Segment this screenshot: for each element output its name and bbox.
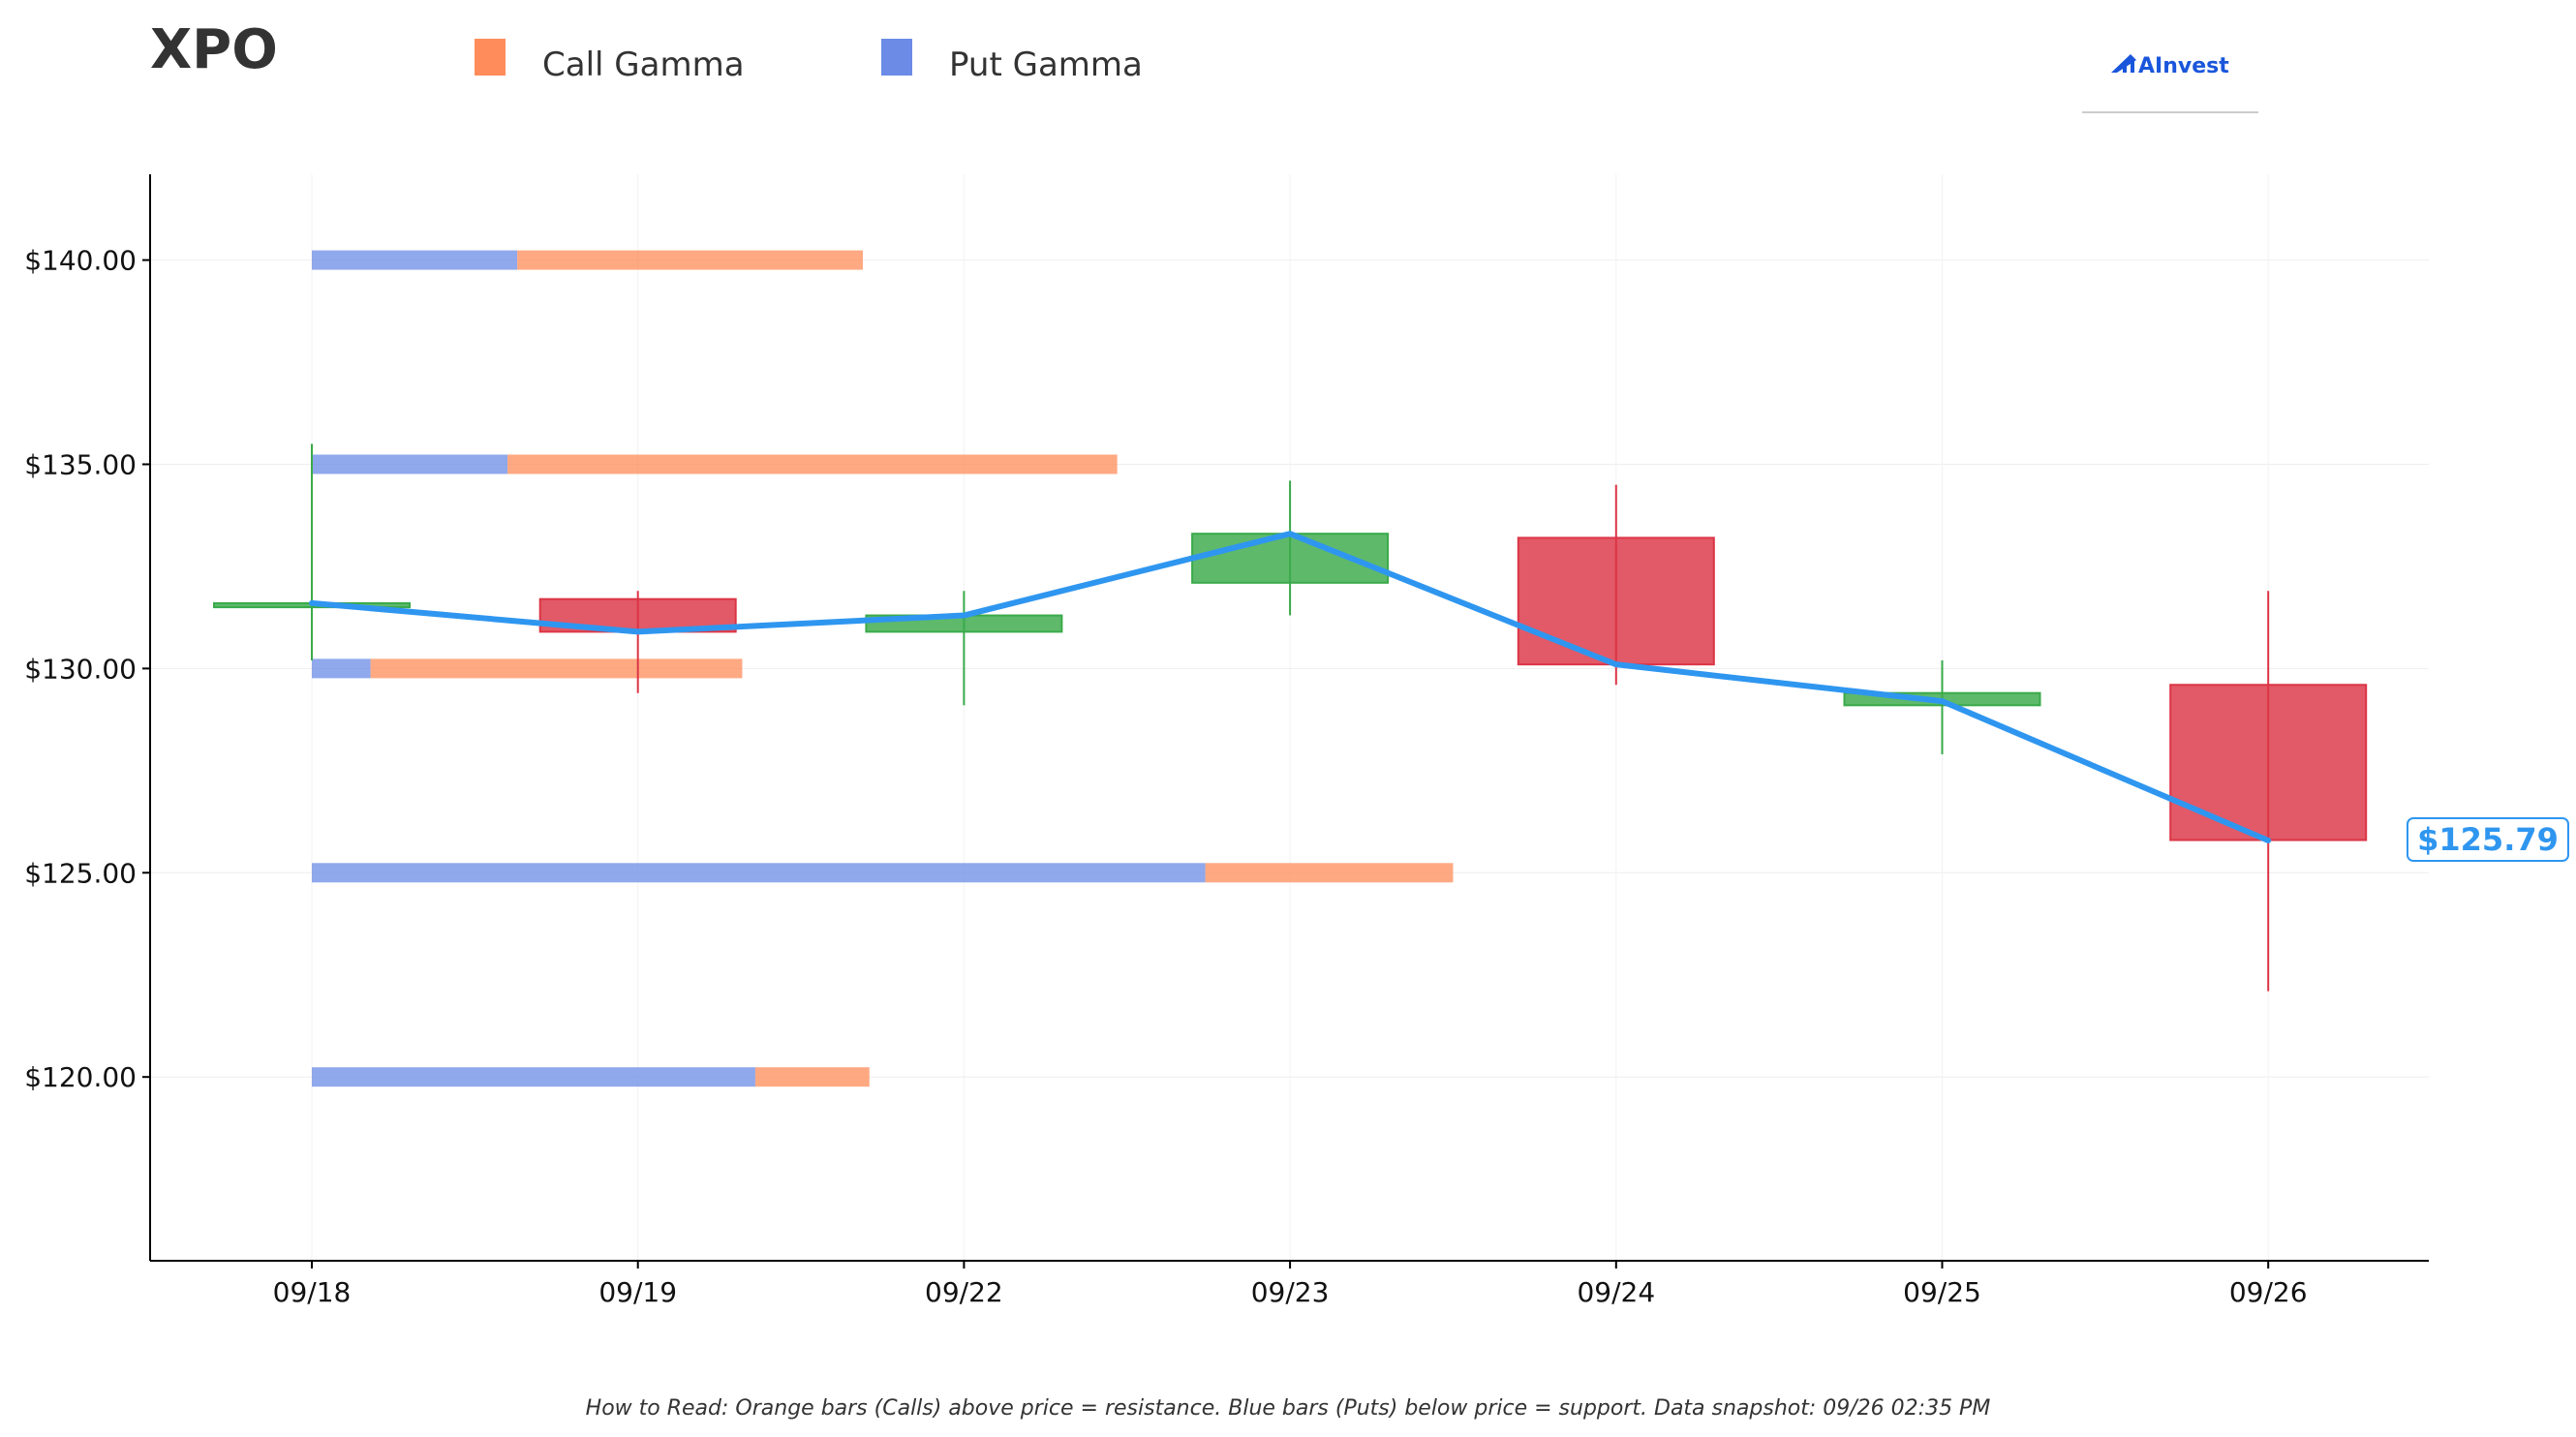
legend: Call Gamma Put Gamma [475,39,1143,84]
gridlines [150,174,2429,1261]
call-gamma-bar [370,658,743,679]
ainvest-logo-icon [2111,54,2136,73]
x-tick-label: 09/19 [598,1276,677,1308]
put-gamma-bar [312,658,371,679]
candle-body [1517,536,1715,666]
ticker-title: XPO [150,18,278,81]
candle-body [2169,684,2368,841]
x-tick-label: 09/24 [1577,1276,1655,1308]
y-tick-label: $135.00 [24,448,137,480]
brand-name: AInvest [2138,54,2229,78]
y-tick-label: $130.00 [24,653,137,685]
x-tick-label: 09/18 [273,1276,352,1308]
call-gamma-bar [754,1067,870,1087]
x-tick-label: 09/26 [2229,1276,2308,1308]
brand-logo: AInvest [2082,54,2258,113]
put-gamma-bar [312,250,518,270]
footnote: How to Read: Orange bars (Calls) above p… [586,1396,1991,1421]
put-gamma-bar [312,1067,755,1087]
put-gamma-swatch [881,39,912,76]
price-line [309,531,2272,843]
current-price-tag: $125.79 [2407,817,2569,862]
call-gamma-bar [507,454,1118,474]
gamma-bars [312,250,1454,1087]
y-tick-label: $125.00 [24,857,137,889]
call-gamma-label: Call Gamma [542,46,745,84]
tick-labels: $120.00 $125.00 $130.00 $135.00 $140.00 09/18… [24,245,2307,1308]
y-tick-label: $140.00 [24,245,137,277]
y-tick-label: $120.00 [24,1061,137,1093]
call-gamma-swatch [475,39,506,76]
x-tick-label: 09/25 [1903,1276,1981,1308]
axes [142,174,2429,1269]
price-line-layer [309,531,2272,843]
call-gamma-bar [1205,863,1454,883]
put-gamma-label: Put Gamma [949,46,1143,84]
call-gamma-bar [517,250,864,270]
x-tick-label: 09/22 [925,1276,1003,1308]
put-gamma-bar [312,454,508,474]
put-gamma-bar [312,863,1206,883]
current-price-label: $125.79 [2417,821,2559,858]
x-tick-label: 09/23 [1251,1276,1330,1308]
